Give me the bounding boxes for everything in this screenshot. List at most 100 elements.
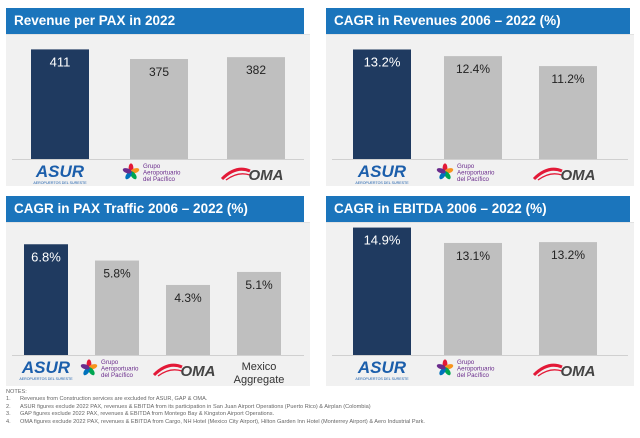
note-item: 4. OMA figures exclude 2022 PAX, revenue… [6, 419, 634, 426]
gap-logo-line2: Aeroportuario [457, 170, 495, 177]
chart-area: 411 ASUR AEROPUERTOS DEL SURESTE 375 Grupo Ae… [6, 34, 310, 186]
note-item: 3. GAP figures exclude 2022 PAX, revenue… [6, 411, 634, 418]
panel-title: CAGR in PAX Traffic 2006 – 2022 (%) [6, 196, 304, 222]
asur-logo-tagline: AEROPUERTOS DEL SURESTE [355, 377, 409, 381]
note-number: 4. [6, 418, 11, 425]
data-label: 375 [149, 65, 169, 79]
note-text: OMA figures exclude 2022 PAX, revenues &… [20, 418, 425, 425]
gap-logo-line3: del Pacífico [457, 372, 490, 379]
note-item: 1. Revenues from Construction services a… [6, 396, 634, 403]
category-label: Aggregate [234, 374, 285, 386]
asur-logo-tagline: AEROPUERTOS DEL SURESTE [355, 181, 409, 185]
data-label: 5.1% [245, 278, 273, 292]
data-label: 11.2% [551, 72, 584, 86]
gap-logo-petal [80, 364, 90, 370]
bar [444, 242, 502, 355]
panel-title: CAGR in EBITDA 2006 – 2022 (%) [326, 196, 630, 222]
gap-logo-line3: del Pacífico [143, 176, 176, 183]
note-number: 2. [6, 403, 11, 410]
gap-logo-petal [122, 168, 132, 174]
bar [353, 49, 411, 159]
bar [130, 59, 188, 159]
data-label: 4.3% [174, 291, 202, 305]
panel-title: CAGR in Revenues 2006 – 2022 (%) [326, 8, 630, 34]
asur-logo-text: ASUR [35, 162, 85, 181]
bar [353, 227, 411, 355]
asur-logo-text: ASUR [21, 358, 71, 377]
bar [31, 49, 89, 159]
chart-area: 6.8% ASUR AEROPUERTOS DEL SURESTE 5.8% Grupo… [6, 222, 310, 386]
oma-logo-swoosh [532, 363, 563, 377]
oma-logo-swoosh [532, 167, 563, 181]
oma-logo-swoosh [220, 167, 251, 181]
gap-logo-line2: Aeroportuario [457, 366, 495, 373]
asur-logo-text: ASUR [357, 358, 407, 377]
chart-area: 13.2% ASUR AEROPUERTOS DEL SURESTE 12.4% Gru… [326, 34, 634, 186]
gap-logo-line3: del Pacífico [457, 176, 490, 183]
oma-logo-swoosh [537, 369, 563, 377]
oma-logo-text: OMA [561, 167, 596, 184]
gap-logo-line1: Grupo [143, 163, 161, 170]
bar [539, 242, 597, 355]
revenue-per-pax-panel: Revenue per PAX in 2022 411 ASUR AEROPUERT… [6, 8, 310, 186]
bar [227, 57, 285, 159]
asur-logo-tagline: AEROPUERTOS DEL SURESTE [19, 377, 73, 381]
footnotes: NOTES: 1. Revenues from Construction ser… [6, 389, 634, 426]
gap-logo-line1: Grupo [457, 163, 475, 170]
chart-area: 14.9% ASUR AEROPUERTOS DEL SURESTE 13.1% Gru… [326, 222, 634, 386]
note-text: Revenues from Construction services are … [20, 396, 208, 403]
oma-logo-text: OMA [181, 363, 216, 380]
cagr-revenues-panel: CAGR in Revenues 2006 – 2022 (%) 13.2% AS… [326, 8, 634, 186]
oma-logo-text: OMA [561, 363, 596, 380]
cagr-pax-traffic-panel: CAGR in PAX Traffic 2006 – 2022 (%) 6.8%… [6, 196, 310, 388]
category-label: Mexico [242, 361, 277, 373]
note-number: 3. [6, 411, 11, 418]
data-label: 13.1% [456, 249, 490, 263]
bar [444, 56, 502, 159]
gap-logo-line3: del Pacífico [101, 372, 134, 379]
note-text: GAP figures exclude 2022 PAX, revenues &… [20, 411, 275, 418]
note-number: 1. [6, 396, 11, 403]
note-text: ASUR figures exclude 2022 PAX, revenues … [20, 403, 371, 410]
data-label: 6.8% [31, 249, 61, 264]
data-label: 13.2% [551, 248, 585, 262]
data-label: 13.2% [364, 54, 401, 69]
asur-logo-text: ASUR [357, 162, 407, 181]
data-label: 382 [246, 63, 266, 77]
panel-title: Revenue per PAX in 2022 [6, 8, 304, 34]
data-label: 12.4% [456, 62, 490, 76]
bar [237, 271, 281, 355]
cagr-ebitda-panel: CAGR in EBITDA 2006 – 2022 (%) 14.9% ASUR… [326, 196, 634, 388]
oma-logo: OMA [152, 363, 216, 380]
oma-logo-swoosh [537, 173, 563, 181]
gap-logo-line2: Aeroportuario [101, 366, 139, 373]
gap-logo-line1: Grupo [457, 359, 475, 366]
note-item: 2. ASUR figures exclude 2022 PAX, revenu… [6, 404, 634, 411]
gap-logo-petal [436, 168, 446, 174]
bar [95, 260, 139, 355]
bar [539, 66, 597, 159]
data-label: 411 [50, 54, 71, 69]
notes-heading: NOTES: [6, 389, 27, 395]
gap-logo-petal [436, 364, 446, 370]
oma-logo: OMA [220, 167, 284, 184]
oma-logo: OMA [532, 363, 596, 380]
oma-logo-swoosh [225, 173, 251, 181]
asur-logo-tagline: AEROPUERTOS DEL SURESTE [33, 181, 87, 185]
oma-logo-text: OMA [249, 167, 284, 184]
gap-logo-line1: Grupo [101, 359, 119, 366]
oma-logo: OMA [532, 167, 596, 184]
oma-logo-swoosh [152, 363, 183, 377]
